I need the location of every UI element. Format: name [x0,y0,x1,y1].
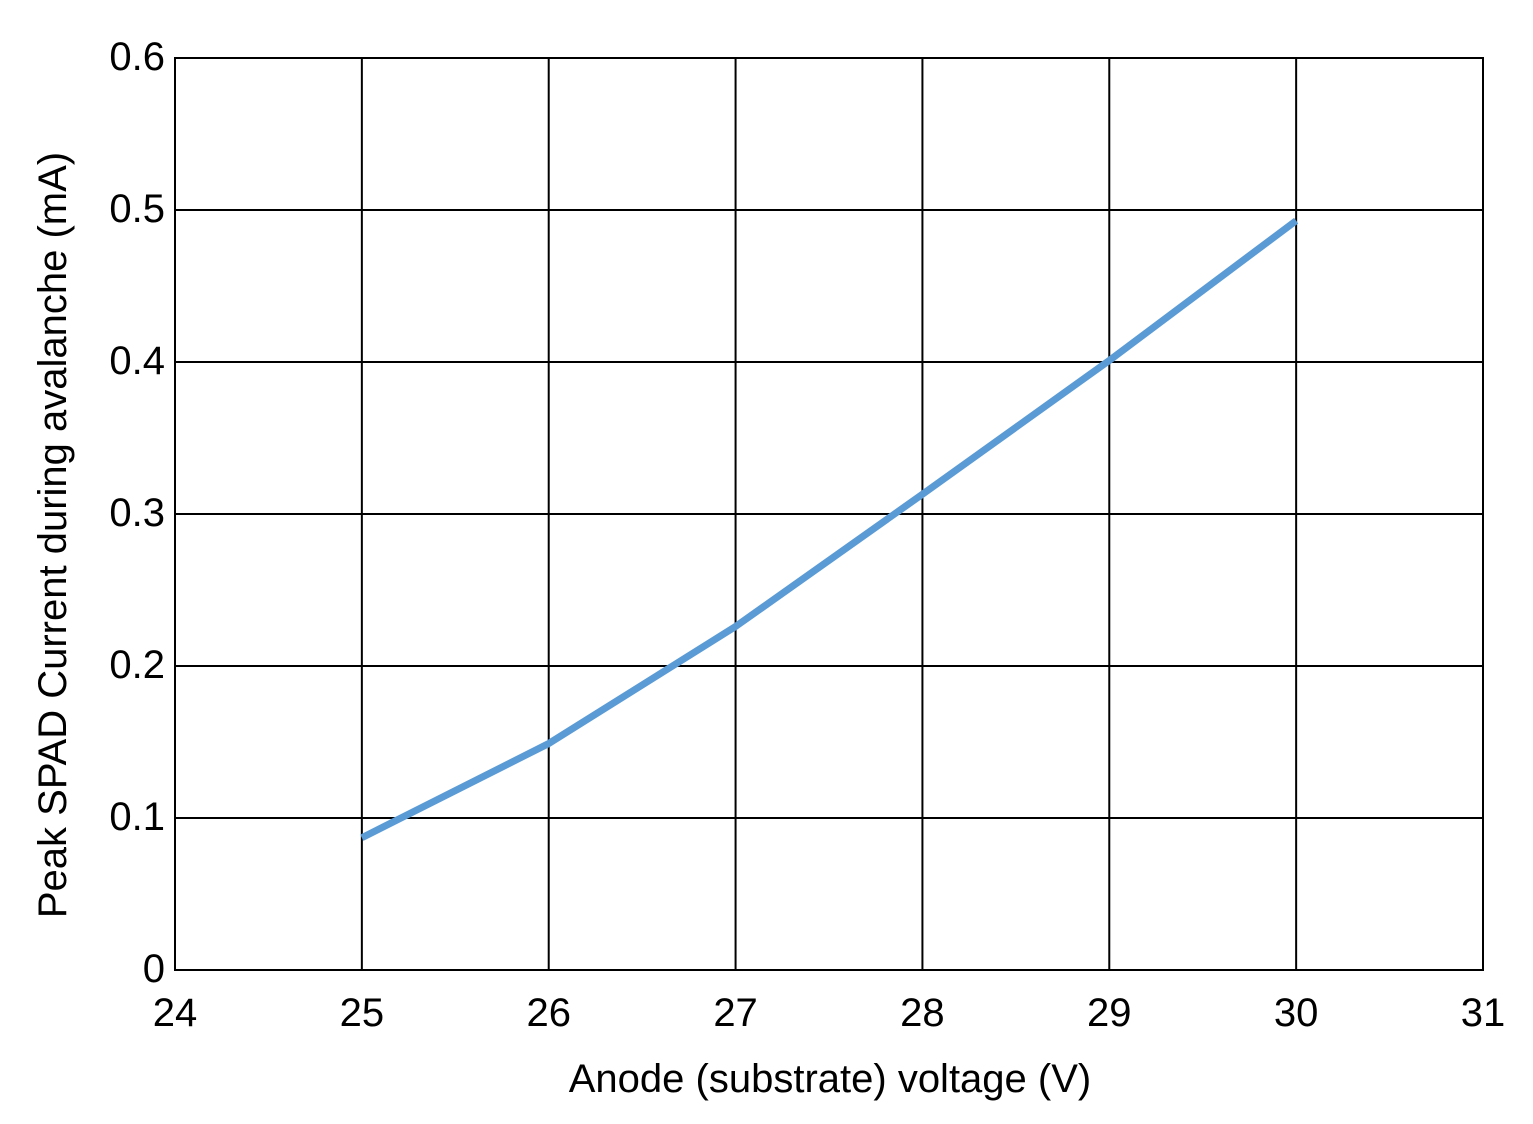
x-tick-label: 29 [1087,991,1132,1035]
x-tick-label: 31 [1461,991,1506,1035]
x-tick-label: 30 [1274,991,1319,1035]
y-tick-label: 0.5 [109,187,165,231]
x-tick-label: 26 [526,991,571,1035]
y-tick-label: 0.4 [109,339,165,383]
y-axis-label: Peak SPAD Current during avalanche (mA) [31,152,75,918]
y-tick-label: 0.2 [109,643,165,687]
y-tick-label: 0 [143,947,165,991]
x-tick-label: 28 [900,991,945,1035]
y-tick-label: 0.6 [109,35,165,79]
y-tick-label: 0.3 [109,491,165,535]
x-tick-label: 27 [713,991,758,1035]
x-tick-label: 25 [340,991,385,1035]
x-axis-label: Anode (substrate) voltage (V) [569,1057,1091,1101]
y-tick-label: 0.1 [109,795,165,839]
plot-frame [174,57,1484,971]
data-line [360,217,1299,841]
x-tick-label: 24 [153,991,198,1035]
